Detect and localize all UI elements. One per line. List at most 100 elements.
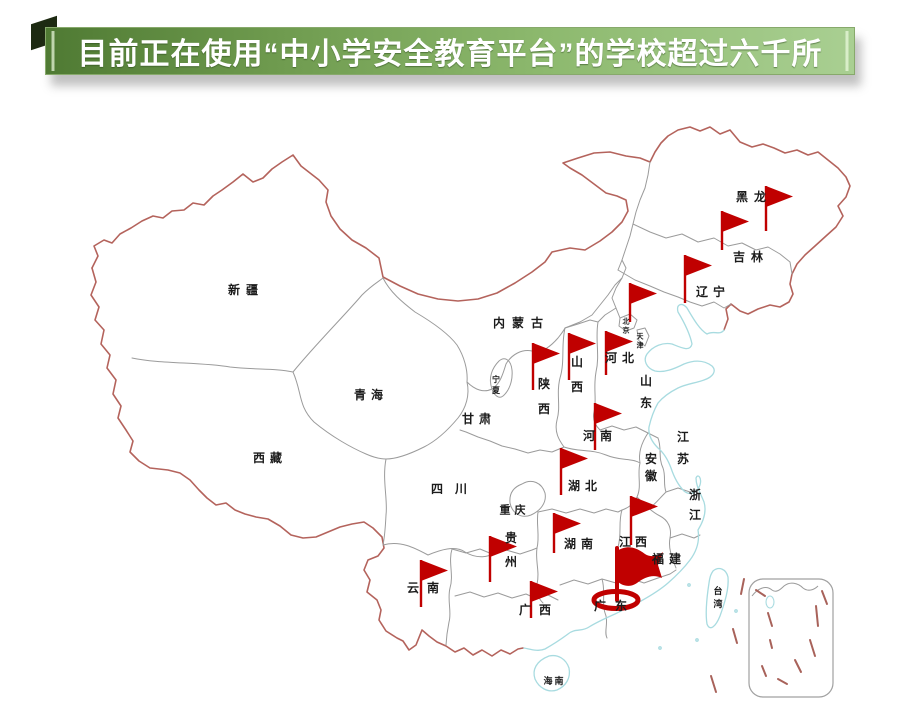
label-sichuan: 四川 [431, 482, 467, 496]
svg-text:西: 西 [538, 402, 550, 416]
svg-text:吉: 吉 [733, 249, 745, 264]
svg-text:辽: 辽 [696, 285, 709, 299]
svg-text:湖: 湖 [568, 478, 580, 493]
flag-pennant [531, 581, 558, 602]
label-gansu: 甘肃 [462, 411, 491, 426]
svg-text:夏: 夏 [491, 386, 501, 395]
svg-text:宁: 宁 [492, 374, 500, 384]
flag-jilin [683, 255, 712, 303]
title-banner: 目前正在使用“中小学安全教育平台”的学校超过六千所 [45, 27, 855, 75]
dash-segment [755, 589, 766, 597]
svg-text:甘: 甘 [462, 411, 474, 426]
flag-pennant [561, 448, 588, 469]
label-anhui: 安徽 [644, 451, 658, 483]
flag-pennant [421, 560, 448, 581]
province-labels: 黑龙吉 林辽 宁内蒙古河 北山西陕西山东宁夏甘 肃青 海新 疆西 藏四 川河南江苏安徽湖 北浙江重… [228, 189, 766, 686]
flag-pennant [569, 333, 596, 354]
svg-text:庆: 庆 [514, 503, 526, 517]
label-neimenggu: 内蒙古 [493, 315, 543, 330]
flag-jiangxi [629, 496, 658, 545]
svg-text:北: 北 [585, 478, 597, 493]
label-fujian: 福建 [651, 551, 682, 566]
svg-text:京: 京 [623, 326, 630, 335]
svg-text:南: 南 [554, 675, 563, 686]
svg-text:东: 东 [640, 395, 652, 410]
flag-henan [593, 403, 622, 450]
svg-text:徽: 徽 [644, 468, 658, 483]
svg-text:蒙: 蒙 [512, 315, 524, 330]
province-flags [419, 186, 793, 618]
label-taiwan: 台湾 [713, 585, 722, 609]
dash-segment [815, 605, 819, 627]
flag-pennant [631, 496, 658, 517]
svg-text:川: 川 [454, 482, 467, 496]
svg-text:江: 江 [619, 534, 631, 549]
label-guangdong: 广东 [594, 598, 627, 613]
svg-text:湾: 湾 [713, 598, 722, 609]
flag-guangxi [529, 581, 558, 618]
label-ningxia: 宁夏 [491, 374, 501, 395]
label-guangxi: 广西 [519, 602, 551, 617]
flag-pennant [595, 403, 622, 424]
svg-text:福: 福 [651, 551, 664, 566]
flag-pennant [533, 343, 560, 364]
flag-hunan [552, 513, 581, 553]
south-china-sea-inset [748, 578, 834, 698]
svg-text:西: 西 [539, 603, 551, 617]
label-hebei: 河北 [604, 350, 634, 365]
label-shanxi: 山西 [571, 354, 583, 394]
dash-segment [732, 628, 738, 644]
svg-text:宁: 宁 [713, 284, 725, 299]
flag-yunnan [419, 560, 448, 607]
svg-text:南: 南 [600, 428, 612, 443]
flag-guizhou [488, 536, 517, 582]
dash-segment [761, 665, 767, 677]
svg-text:广: 广 [519, 602, 531, 617]
svg-text:肃: 肃 [479, 411, 491, 426]
svg-text:山: 山 [640, 373, 652, 388]
label-jiangsu: 江苏 [677, 429, 689, 466]
dash-segment [710, 675, 717, 693]
label-henan: 河南 [582, 428, 612, 443]
label-zhejiang: 浙江 [689, 487, 701, 522]
label-tianjin: 天津 [637, 333, 645, 350]
svg-text:台: 台 [713, 585, 722, 596]
flag-banner [617, 547, 663, 586]
svg-text:西: 西 [571, 380, 583, 394]
dash-segment [769, 639, 773, 649]
label-shaanxi: 陕西 [538, 376, 550, 416]
dash-segment [767, 612, 773, 627]
svg-text:广: 广 [594, 598, 606, 613]
label-yunnan: 云南 [407, 580, 439, 595]
label-hainan: 海南 [543, 675, 563, 686]
flag-jilin-north [720, 211, 749, 250]
flag-hebei [604, 331, 633, 375]
label-jilin: 吉林 [733, 249, 763, 264]
dash-segment [777, 678, 788, 685]
svg-text:贵: 贵 [505, 530, 517, 545]
svg-text:海: 海 [371, 387, 383, 402]
label-guizhou: 贵州 [504, 530, 517, 569]
svg-text:北: 北 [622, 350, 634, 365]
flag-shaanxi [531, 343, 560, 390]
flag-pennant [630, 283, 657, 304]
svg-text:陕: 陕 [538, 376, 550, 391]
svg-text:建: 建 [668, 551, 682, 566]
svg-text:河: 河 [582, 428, 595, 443]
flag-hubei [559, 448, 588, 495]
svg-text:南: 南 [427, 580, 439, 595]
label-xizang: 西藏 [253, 450, 282, 465]
flag-pennant [606, 331, 633, 352]
nine-dash-line [710, 578, 828, 693]
svg-text:青: 青 [354, 387, 366, 402]
flag-liaoning [628, 283, 657, 322]
svg-text:州: 州 [504, 555, 517, 569]
svg-text:新: 新 [228, 282, 240, 297]
svg-text:江: 江 [677, 429, 689, 444]
dash-segment [740, 578, 745, 595]
svg-text:山: 山 [571, 354, 583, 369]
svg-text:林: 林 [751, 249, 763, 264]
province-border-lines [131, 161, 793, 646]
flag-guangdong [591, 546, 663, 611]
